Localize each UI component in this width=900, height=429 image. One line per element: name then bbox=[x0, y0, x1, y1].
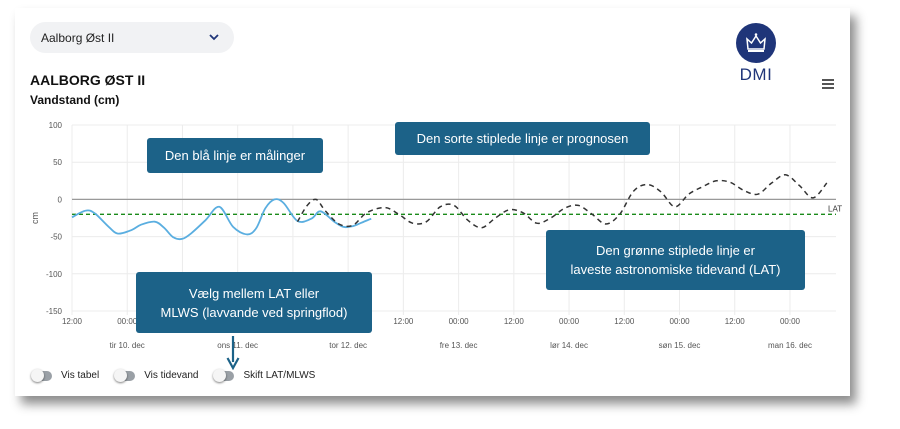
callout-lat-line-1: Den grønne stiplede linje er bbox=[596, 243, 755, 258]
y-tick-label: -150 bbox=[46, 307, 63, 316]
toggle-lat-mlws[interactable]: Skift LAT/MLWS bbox=[213, 368, 316, 382]
toggle-switch[interactable] bbox=[114, 368, 136, 382]
x-tick-label: 12:00 bbox=[725, 317, 746, 326]
y-tick-label: -50 bbox=[50, 233, 62, 242]
toggle-switch[interactable] bbox=[31, 368, 52, 382]
toggle-label: Vis tidevand bbox=[144, 370, 199, 381]
callout-lat-mlws-line-2: MLWS (lavvande ved springflod) bbox=[160, 304, 348, 320]
callout-lat-mlws: Vælg mellem LAT eller MLWS (lavvande ved… bbox=[136, 272, 372, 333]
toggle-label: Skift LAT/MLWS bbox=[243, 370, 316, 381]
y-tick-label: 0 bbox=[58, 195, 63, 204]
x-tick-label: 00:00 bbox=[449, 317, 470, 326]
day-label: tir 10. dec bbox=[110, 341, 145, 350]
hamburger-icon[interactable] bbox=[822, 78, 834, 90]
day-label: tor 12. dec bbox=[329, 341, 367, 350]
x-tick-label: 12:00 bbox=[62, 317, 83, 326]
x-tick-label: 00:00 bbox=[780, 317, 801, 326]
toggle-show-table[interactable]: Vis tabel bbox=[31, 368, 100, 382]
callout-lat-line-2: laveste astronomiske tidevand (LAT) bbox=[570, 262, 781, 277]
callout-lat: Den grønne stiplede linje er laveste ast… bbox=[546, 230, 805, 290]
dmi-logo: DMI bbox=[734, 23, 778, 84]
toggle-bar: Vis tabel Vis tidevand Skift LAT/MLWS bbox=[31, 368, 331, 382]
chart-subtitle: Vandstand (cm) bbox=[30, 93, 120, 107]
callout-forecast: Den sorte stiplede linje er prognosen bbox=[395, 122, 650, 155]
measurements-line bbox=[71, 198, 372, 241]
station-select[interactable]: Aalborg Øst II bbox=[30, 22, 234, 53]
day-label: ons 11. dec bbox=[217, 341, 258, 350]
x-tick-label: 12:00 bbox=[504, 317, 525, 326]
x-tick-label: 00:00 bbox=[117, 317, 138, 326]
day-label: søn 15. dec bbox=[659, 341, 701, 350]
x-tick-label: 12:00 bbox=[614, 317, 635, 326]
y-tick-label: 50 bbox=[53, 158, 62, 167]
dmi-logo-text: DMI bbox=[739, 65, 773, 84]
y-tick-label: -100 bbox=[46, 270, 63, 279]
toggle-label: Vis tabel bbox=[61, 370, 100, 381]
chevron-down-icon bbox=[209, 34, 219, 41]
arrow-down-icon bbox=[226, 336, 240, 370]
station-select-value: Aalborg Øst II bbox=[41, 30, 115, 45]
x-tick-label: 12:00 bbox=[393, 317, 414, 326]
toggle-switch[interactable] bbox=[213, 368, 235, 382]
lat-label: LAT bbox=[828, 204, 842, 213]
day-label: man 16. dec bbox=[768, 341, 812, 350]
callout-measurements: Den blå linje er målinger bbox=[147, 138, 323, 173]
callout-lat-mlws-line-1: Vælg mellem LAT eller bbox=[188, 285, 320, 301]
page-title: AALBORG ØST II bbox=[30, 72, 146, 88]
crown-icon bbox=[736, 23, 776, 63]
y-axis-label: cm bbox=[30, 212, 40, 224]
day-label: fre 13. dec bbox=[440, 341, 478, 350]
day-label: lør 14. dec bbox=[550, 341, 588, 350]
forecast-line bbox=[296, 174, 828, 229]
x-tick-label: 00:00 bbox=[670, 317, 691, 326]
toggle-show-tide[interactable]: Vis tidevand bbox=[114, 368, 199, 382]
y-tick-label: 100 bbox=[49, 121, 63, 130]
x-tick-label: 00:00 bbox=[559, 317, 580, 326]
